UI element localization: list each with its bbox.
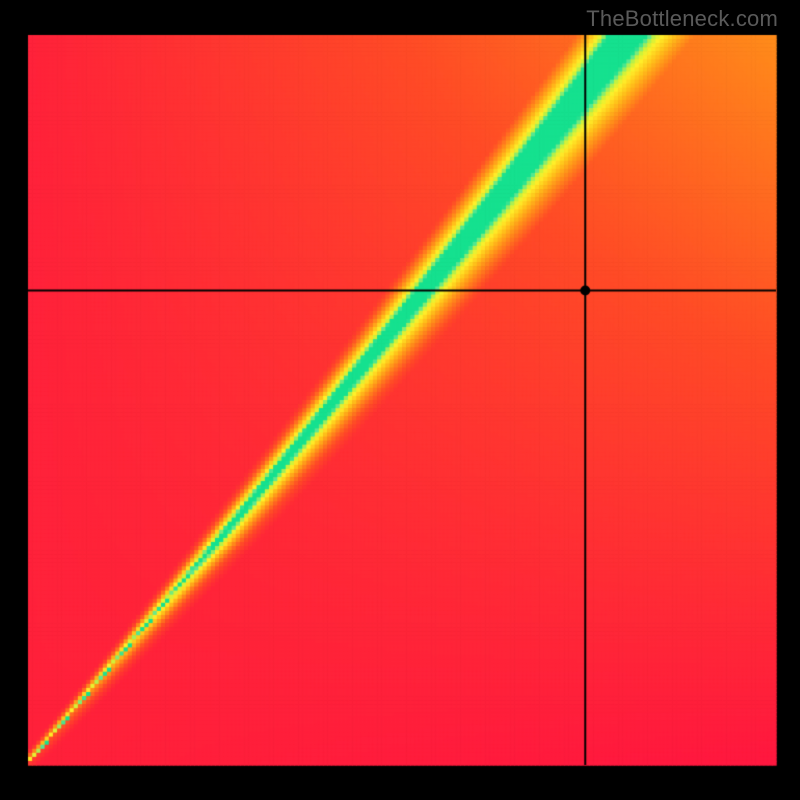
watermark-text: TheBottleneck.com xyxy=(586,6,778,32)
bottleneck-heatmap xyxy=(0,0,800,800)
